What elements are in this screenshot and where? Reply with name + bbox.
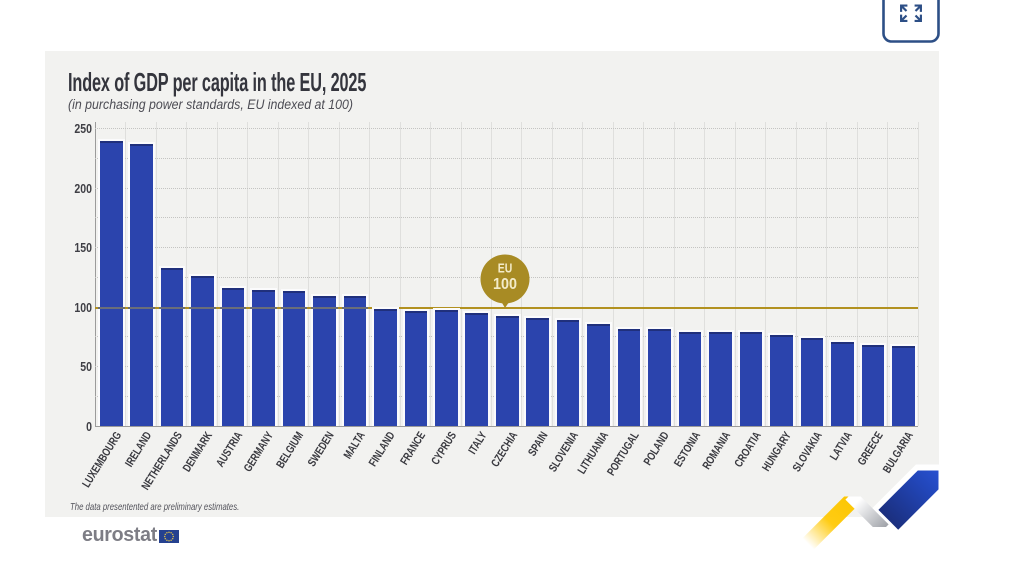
svg-text:EU: EU (498, 262, 513, 276)
svg-text:100: 100 (493, 276, 517, 293)
